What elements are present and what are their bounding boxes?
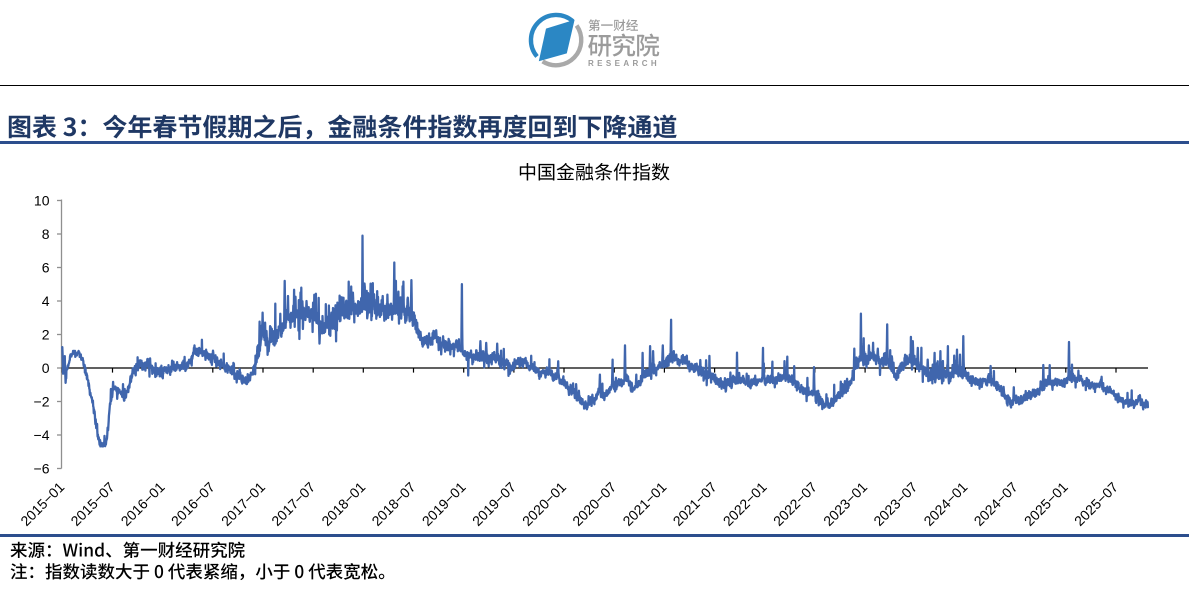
svg-text:2025−01: 2025−01 <box>1021 479 1071 529</box>
svg-text:2024−07: 2024−07 <box>971 479 1021 529</box>
svg-text:2020−07: 2020−07 <box>569 479 619 529</box>
svg-text:−2: −2 <box>34 393 50 409</box>
svg-text:−6: −6 <box>34 460 50 476</box>
svg-text:2017−07: 2017−07 <box>268 479 318 529</box>
svg-text:2018−01: 2018−01 <box>318 479 368 529</box>
svg-text:2020−01: 2020−01 <box>519 479 569 529</box>
svg-text:2024−01: 2024−01 <box>920 479 970 529</box>
svg-text:−4: −4 <box>34 427 50 443</box>
svg-text:8: 8 <box>42 226 50 242</box>
svg-text:2019−01: 2019−01 <box>419 479 469 529</box>
svg-text:2021−01: 2021−01 <box>619 479 669 529</box>
svg-text:2022−01: 2022−01 <box>720 479 770 529</box>
svg-text:2023−01: 2023−01 <box>820 479 870 529</box>
svg-text:2018−07: 2018−07 <box>368 479 418 529</box>
svg-text:2025−07: 2025−07 <box>1071 479 1121 529</box>
svg-text:2019−07: 2019−07 <box>469 479 519 529</box>
svg-text:10: 10 <box>34 192 50 208</box>
svg-text:2015−01: 2015−01 <box>17 479 67 529</box>
svg-text:4: 4 <box>42 293 50 309</box>
svg-text:2021−07: 2021−07 <box>670 479 720 529</box>
svg-text:0: 0 <box>42 360 50 376</box>
svg-text:2016−01: 2016−01 <box>118 479 168 529</box>
svg-text:6: 6 <box>42 259 50 275</box>
svg-text:2017−01: 2017−01 <box>218 479 268 529</box>
svg-text:2: 2 <box>42 326 50 342</box>
svg-text:2022−07: 2022−07 <box>770 479 820 529</box>
svg-text:2015−07: 2015−07 <box>67 479 117 529</box>
svg-text:2016−07: 2016−07 <box>168 479 218 529</box>
svg-text:2023−07: 2023−07 <box>870 479 920 529</box>
